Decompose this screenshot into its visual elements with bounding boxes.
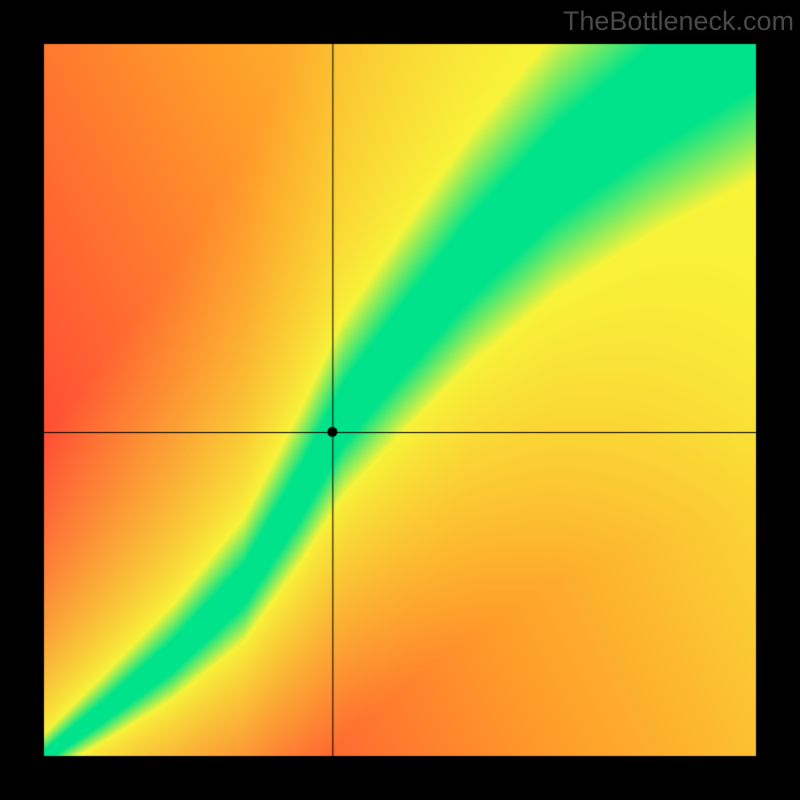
bottleneck-heatmap (0, 0, 800, 800)
chart-container: TheBottleneck.com (0, 0, 800, 800)
watermark-text: TheBottleneck.com (563, 6, 794, 37)
